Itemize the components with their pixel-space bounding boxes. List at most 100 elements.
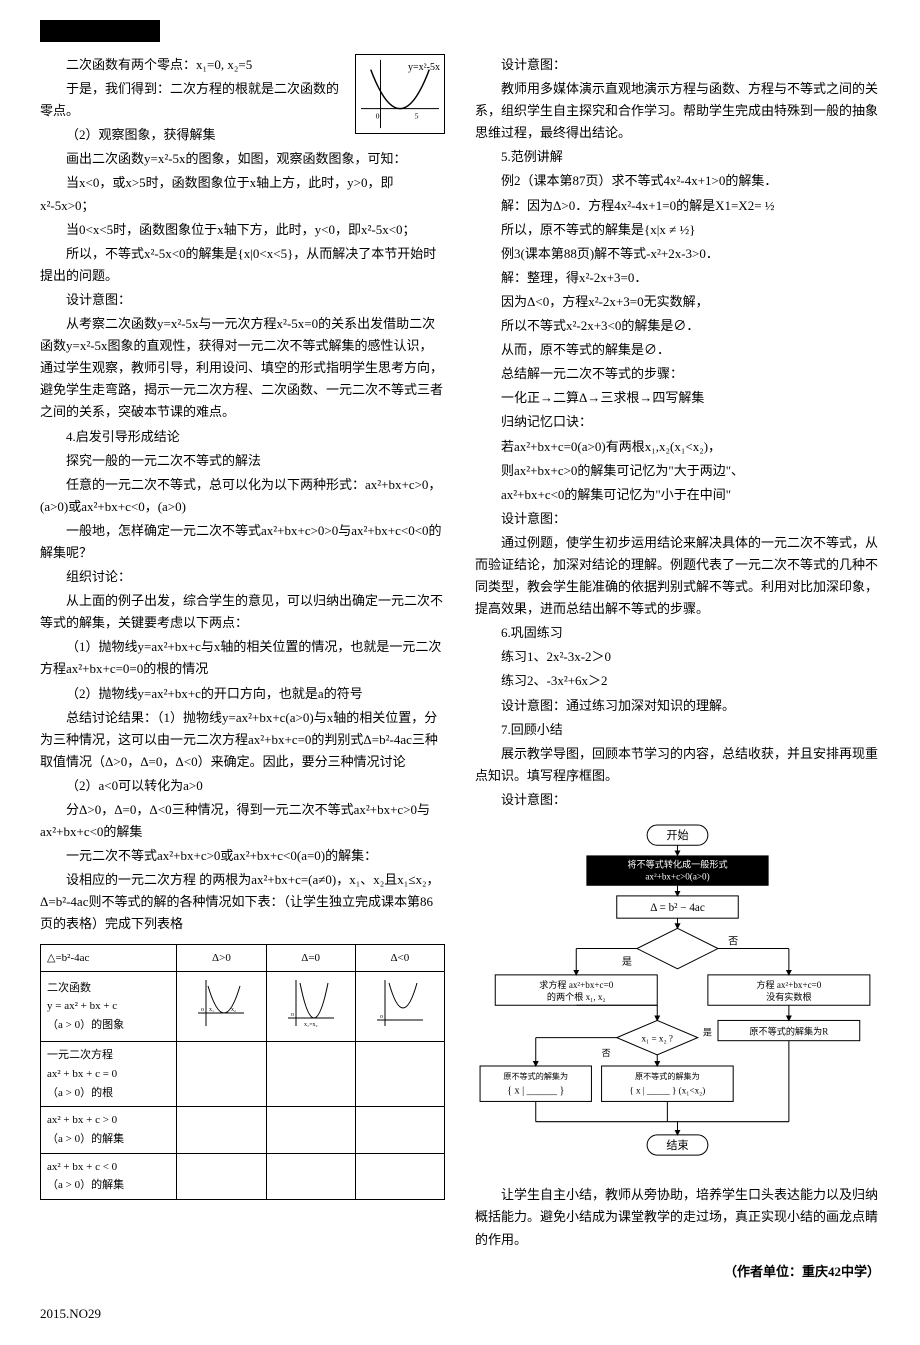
page-footer: 2015.NO29 — [40, 1303, 880, 1325]
table-cell: ax² + bx + c < 0 （a > 0）的解集 — [41, 1153, 177, 1199]
paragraph: 解：整理，得x²-2x+3=0． — [475, 267, 880, 289]
table-row: 一元二次方程 ax² + bx + c = 0 （a > 0）的根 — [41, 1042, 445, 1107]
paragraph: 当x<0，或x>5时，函数图象位于x轴上方，此时，y>0，即x²-5x>0； — [40, 172, 445, 216]
parabola-no-root-icon: o — [375, 978, 425, 1028]
paragraph: 组织讨论： — [40, 566, 445, 588]
table-cell — [355, 1042, 444, 1107]
paragraph: （2）a<0可以转化为a>0 — [40, 775, 445, 797]
svg-text:o: o — [380, 1014, 383, 1020]
paragraph: 从考察二次函数y=x²-5x与一元次方程x²-5x=0的关系出发借助二次函数y=… — [40, 313, 445, 423]
paragraph: 设相应的一元二次方程 的两根为ax²+bx+c=(a≠0)，x₁、x₂且x₁≤x… — [40, 869, 445, 935]
paragraph: 一般地，怎样确定一元二次不等式ax²+bx+c>0>0与ax²+bx+c<0<0… — [40, 520, 445, 564]
svg-text:的两个根 x₁, x₂: 的两个根 x₁, x₂ — [547, 991, 606, 1002]
svg-text:ax²+bx+c>0(a>0): ax²+bx+c>0(a>0) — [645, 872, 709, 882]
paragraph: 从上面的例子出发，综合学生的意见，可以归纳出确定一元二次不等式的解集，关键要考虑… — [40, 590, 445, 634]
table-cell: 一元二次方程 ax² + bx + c = 0 （a > 0）的根 — [41, 1042, 177, 1107]
paragraph: 设计意图： — [475, 54, 880, 76]
svg-text:将不等式转化成一般形式: 将不等式转化成一般形式 — [627, 859, 727, 870]
table-cell — [177, 1107, 266, 1153]
cell-text: ax² + bx + c < 0 （a > 0）的解集 — [47, 1161, 124, 1192]
table-row: △=b²-4ac Δ>0 Δ=0 Δ<0 — [41, 944, 445, 972]
paragraph: 4.启发引导形成结论 — [40, 426, 445, 448]
paragraph: 设计意图： — [475, 508, 880, 530]
table-header: Δ>0 — [177, 944, 266, 972]
table-row: ax² + bx + c < 0 （a > 0）的解集 — [41, 1153, 445, 1199]
paragraph: （1）抛物线y=ax²+bx+c与x轴的相关位置的情况，也就是一元二次方程ax²… — [40, 636, 445, 680]
paragraph: 7.回顾小结 — [475, 719, 880, 741]
paragraph: 总结解一元二次不等式的步骤： — [475, 363, 880, 385]
flowchart-diagram: 开始 将不等式转化成一般形式 ax²+bx+c>0(a>0) Δ = b² − … — [475, 823, 880, 1167]
table-cell — [266, 1153, 355, 1199]
table-cell: x₁ x₂ o — [177, 972, 266, 1042]
paragraph: 一化正→二算Δ→三求根→四写解集 — [475, 387, 880, 409]
paragraph: 练习2、-3x²+6x＞2 — [475, 670, 880, 692]
flow-node: 开始 — [666, 828, 688, 842]
paragraph: 设计意图： — [475, 789, 880, 811]
paragraph: ax²+bx+c<0的解集可记忆为"小于在中间" — [475, 484, 880, 506]
left-column: y=x²-5x 0 5 二次函数有两个零点：x₁=0, x₂=5 于是，我们得到… — [40, 54, 445, 1283]
parabola-one-root-icon: x₁=x₂ o — [286, 978, 336, 1028]
paragraph: 从而，原不等式的解集是∅． — [475, 339, 880, 361]
svg-text:原不等式的解集为R: 原不等式的解集为R — [749, 1026, 829, 1037]
svg-text:0: 0 — [376, 111, 380, 120]
svg-text:原不等式的解集为: 原不等式的解集为 — [503, 1071, 568, 1081]
header-bar — [40, 20, 160, 42]
paragraph: 总结讨论结果：（1）抛物线y=ax²+bx+c(a>0)与x轴的相关位置，分为三… — [40, 707, 445, 773]
svg-text:是: 是 — [703, 1028, 712, 1038]
table-header: Δ=0 — [266, 944, 355, 972]
table-cell — [177, 1042, 266, 1107]
cell-text: 一元二次方程 ax² + bx + c = 0 （a > 0）的根 — [47, 1049, 117, 1098]
table-cell — [266, 1107, 355, 1153]
paragraph: 例3(课本第88页)解不等式-x²+2x-3>0． — [475, 243, 880, 265]
table-row: 二次函数 y = ax² + bx + c （a > 0）的图象 x₁ x₂ o — [41, 972, 445, 1042]
flow-node: 结束 — [666, 1139, 688, 1152]
table-cell: ax² + bx + c > 0 （a > 0）的解集 — [41, 1107, 177, 1153]
paragraph: 所以，原不等式的解集是{x|x ≠ ½} — [475, 219, 880, 241]
paragraph: 分Δ>0，Δ=0，Δ<0三种情况，得到一元二次不等式ax²+bx+c>0与ax²… — [40, 799, 445, 843]
svg-text:{ x | _____ } (x₁<x₂): { x | _____ } (x₁<x₂) — [629, 1085, 705, 1095]
flow-label: 否 — [728, 936, 738, 948]
table-header: △=b²-4ac — [41, 944, 177, 972]
paragraph: 一元二次不等式ax²+bx+c>0或ax²+bx+c<0(a=0)的解集： — [40, 845, 445, 867]
svg-text:方程 ax²+bx+c=0: 方程 ax²+bx+c=0 — [756, 979, 821, 990]
table-cell — [266, 1042, 355, 1107]
svg-text:5: 5 — [415, 111, 419, 120]
graph-label: y=x²-5x — [408, 59, 440, 76]
paragraph: 5.范例讲解 — [475, 146, 880, 168]
parabola-graph: y=x²-5x 0 5 — [355, 54, 445, 134]
paragraph: 练习1、2x²-3x-2＞0 — [475, 646, 880, 668]
paragraph: 归纳记忆口诀： — [475, 411, 880, 433]
paragraph: 画出二次函数y=x²-5x的图象，如图，观察函数图象，可知： — [40, 148, 445, 170]
paragraph: 设计意图：通过练习加深对知识的理解。 — [475, 695, 880, 717]
table-cell: x₁=x₂ o — [266, 972, 355, 1042]
svg-text:x₁: x₁ — [209, 1007, 214, 1013]
table-header: Δ<0 — [355, 944, 444, 972]
flow-node: x₁ = x₂ ? — [642, 1034, 673, 1044]
svg-text:x₁=x₂: x₁=x₂ — [304, 1022, 318, 1028]
flow-node: Δ = b² − 4ac — [650, 902, 705, 914]
table-cell — [355, 1107, 444, 1153]
author-attribution: （作者单位：重庆42中学） — [475, 1261, 880, 1283]
paragraph: （2）抛物线y=ax²+bx+c的开口方向，也就是a的符号 — [40, 683, 445, 705]
table-cell: 二次函数 y = ax² + bx + c （a > 0）的图象 — [41, 972, 177, 1042]
paragraph: 则ax²+bx+c>0的解集可记忆为"大于两边"、 — [475, 460, 880, 482]
flow-label: 是 — [622, 956, 632, 968]
paragraph: 教师用多媒体演示直观地演示方程与函数、方程与不等式之间的关系，组织学生自主探究和… — [475, 78, 880, 144]
paragraph: 所以不等式x²-2x+3<0的解集是∅． — [475, 315, 880, 337]
table-row: ax² + bx + c > 0 （a > 0）的解集 — [41, 1107, 445, 1153]
paragraph: 当0<x<5时，函数图象位于x轴下方，此时，y<0，即x²-5x<0； — [40, 219, 445, 241]
parabola-two-roots-icon: x₁ x₂ o — [196, 978, 246, 1028]
table-cell: o — [355, 972, 444, 1042]
paragraph: 若ax²+bx+c=0(a>0)有两根x₁,x₂(x₁<x₂)， — [475, 436, 880, 458]
paragraph: 任意的一元二次不等式，总可以化为以下两种形式：ax²+bx+c>0，(a>0)或… — [40, 474, 445, 518]
two-column-layout: y=x²-5x 0 5 二次函数有两个零点：x₁=0, x₂=5 于是，我们得到… — [40, 54, 880, 1283]
table-cell — [355, 1153, 444, 1199]
cell-text: ax² + bx + c > 0 （a > 0）的解集 — [47, 1114, 124, 1145]
cell-text: 二次函数 y = ax² + bx + c （a > 0）的图象 — [47, 982, 124, 1031]
table-cell — [177, 1153, 266, 1199]
svg-text:o: o — [201, 1007, 204, 1013]
svg-text:求方程 ax²+bx+c=0: 求方程 ax²+bx+c=0 — [539, 979, 613, 990]
paragraph: 例2（课本第87页）求不等式4x²-4x+1>0的解集． — [475, 170, 880, 192]
paragraph: 展示教学导图，回顾本节学习的内容，总结收获，并且安排再现重点知识。填写程序框图。 — [475, 743, 880, 787]
right-column: 设计意图： 教师用多媒体演示直观地演示方程与函数、方程与不等式之间的关系，组织学… — [475, 54, 880, 1283]
